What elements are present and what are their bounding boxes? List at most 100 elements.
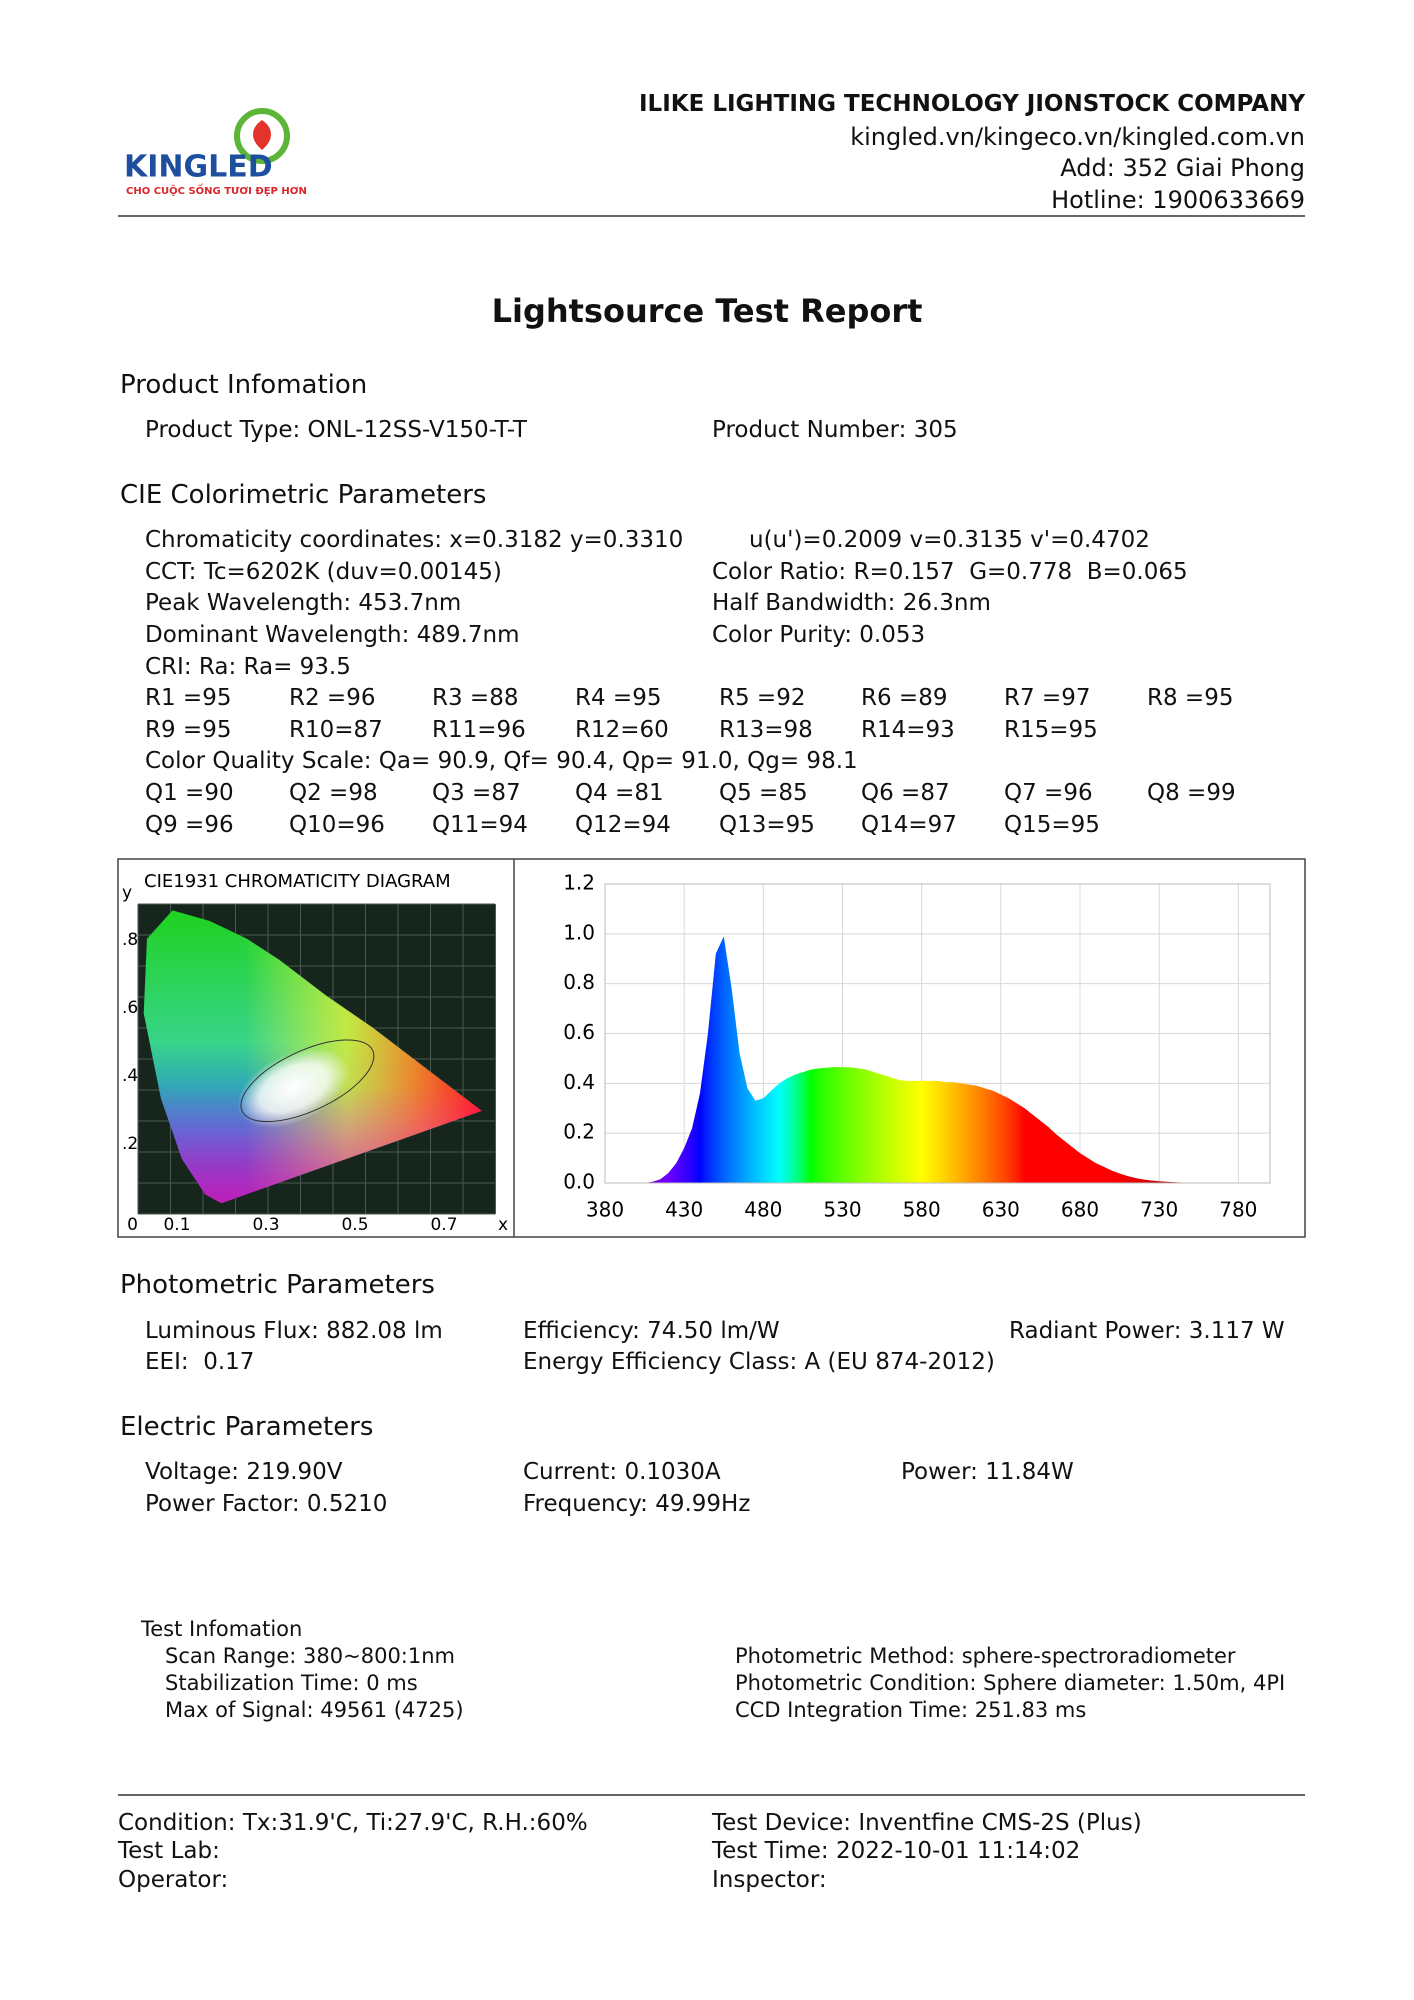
- index-value: Q9 =96: [145, 811, 234, 838]
- footer-field: Inspector:: [712, 1866, 827, 1893]
- index-value: Q14=97: [861, 811, 957, 838]
- field: Dominant Wavelength: 489.7nm: [145, 621, 520, 648]
- x-axis-label: x: [498, 1215, 508, 1235]
- index-value: Q4 =81: [575, 779, 664, 806]
- x-tick-label: 780: [1219, 1198, 1257, 1222]
- index-value: R3 =88: [432, 684, 519, 711]
- x-tick-label: 0.1: [163, 1215, 190, 1235]
- index-value: R12=60: [575, 716, 669, 743]
- field: Product Number: 305: [712, 416, 958, 443]
- white-region: [237, 1047, 350, 1128]
- index-value: R13=98: [719, 716, 813, 743]
- field: u(u')=0.2009 v=0.3135 v'=0.4702: [749, 526, 1150, 553]
- x-tick-label: 630: [982, 1198, 1020, 1222]
- field: Peak Wavelength: 453.7nm: [145, 589, 462, 616]
- logo-ring: [234, 108, 290, 164]
- y-tick-label: 0.0: [563, 1170, 595, 1194]
- field: Color Quality Scale: Qa= 90.9, Qf= 90.4,…: [145, 747, 858, 774]
- index-value: R1 =95: [145, 684, 232, 711]
- x-tick-label: 480: [744, 1198, 782, 1222]
- index-value: Q10=96: [289, 811, 385, 838]
- y-tick-label: 1.0: [563, 920, 595, 944]
- parameter: Power Factor: 0.5210: [145, 1490, 388, 1517]
- parameter: EEI: 0.17: [145, 1348, 255, 1375]
- x-tick-label: 730: [1140, 1198, 1178, 1222]
- y-tick-label: 0.6: [563, 1020, 595, 1044]
- field: Color Purity: 0.053: [712, 621, 926, 648]
- plot-border: [604, 883, 1271, 1184]
- y-tick-label: .4: [122, 1066, 138, 1086]
- chart-title: CIE1931 CHROMATICITY DIAGRAM: [144, 871, 451, 892]
- section-heading: Product Infomation: [120, 369, 368, 400]
- parameter: Power: 11.84W: [901, 1458, 1074, 1485]
- test-info: Photometric Method: sphere-spectroradiom…: [735, 1643, 1236, 1668]
- footer-field: Operator:: [118, 1866, 229, 1893]
- website: kingled.vn/kingeco.vn/kingled.com.vn: [850, 123, 1305, 151]
- index-value: Q6 =87: [861, 779, 950, 806]
- x-tick-label: 680: [1061, 1198, 1099, 1222]
- logo: KINGLED CHO CUỘC SỐNG TƯƠI ĐẸP HƠN: [124, 108, 307, 197]
- parameter: Frequency: 49.99Hz: [523, 1490, 751, 1517]
- index-value: Q5 =85: [719, 779, 808, 806]
- field: Product Type: ONL-12SS-V150-T-T: [145, 416, 527, 443]
- index-value: Q2 =98: [289, 779, 378, 806]
- footer-field: Condition: Tx:31.9'C, Ti:27.9'C, R.H.:60…: [118, 1809, 588, 1836]
- y-tick-label: 0.8: [563, 970, 595, 994]
- x-tick-label: 580: [903, 1198, 941, 1222]
- address: Add: 352 Giai Phong: [1060, 154, 1305, 182]
- parameter: Radiant Power: 3.117 W: [1009, 1317, 1285, 1344]
- index-value: Q3 =87: [432, 779, 521, 806]
- test-info: Photometric Condition: Sphere diameter: …: [735, 1670, 1286, 1695]
- parameter: Current: 0.1030A: [523, 1458, 721, 1485]
- planck-region: [240, 1039, 375, 1123]
- field: CRI: Ra: Ra= 93.5: [145, 653, 351, 680]
- index-value: Q1 =90: [145, 779, 234, 806]
- test-info: Max of Signal: 49561 (4725): [165, 1697, 464, 1722]
- parameter: Energy Efficiency Class: A (EU 874-2012): [523, 1348, 995, 1375]
- y-tick-label: 0.2: [563, 1120, 595, 1144]
- index-value: R8 =95: [1147, 684, 1234, 711]
- report-title: Lightsource Test Report: [491, 292, 923, 330]
- x-tick-label: 380: [586, 1198, 624, 1222]
- index-value: R14=93: [861, 716, 955, 743]
- section-heading: Photometric Parameters: [120, 1269, 435, 1300]
- index-value: R9 =95: [145, 716, 232, 743]
- footer-field: Test Lab:: [118, 1838, 220, 1865]
- y-tick-label: 1.2: [563, 871, 595, 895]
- x-tick-label: 0.7: [430, 1215, 457, 1235]
- field: Half Bandwidth: 26.3nm: [712, 589, 991, 616]
- section-heading: Electric Parameters: [120, 1411, 374, 1442]
- field: Chromaticity coordinates: x=0.3182 y=0.3…: [145, 526, 684, 553]
- y-tick-label: .2: [122, 1134, 138, 1154]
- x-tick-label: 0.5: [341, 1215, 368, 1235]
- cie-image: [137, 903, 496, 1215]
- index-value: R2 =96: [289, 684, 376, 711]
- index-value: R10=87: [289, 716, 383, 743]
- parameter: Efficiency: 74.50 lm/W: [523, 1317, 780, 1344]
- parameter: Luminous Flux: 882.08 lm: [145, 1317, 443, 1344]
- index-value: Q7 =96: [1004, 779, 1093, 806]
- index-value: Q13=95: [719, 811, 815, 838]
- x-tick-label: 530: [823, 1198, 861, 1222]
- logo-name: KINGLED: [124, 150, 273, 185]
- x-tick-label: 430: [665, 1198, 703, 1222]
- footer-field: Test Device: Inventfine CMS-2S (Plus): [712, 1809, 1142, 1836]
- index-value: Q15=95: [1004, 811, 1100, 838]
- hotline: Hotline: 1900633669: [1051, 186, 1305, 214]
- index-value: R15=95: [1004, 716, 1098, 743]
- field: Color Ratio: R=0.157 G=0.778 B=0.065: [712, 558, 1188, 585]
- index-value: R5 =92: [719, 684, 806, 711]
- x-tick-label: 0: [127, 1215, 138, 1235]
- index-value: R7 =97: [1004, 684, 1091, 711]
- test-info: Scan Range: 380~800:1nm: [165, 1643, 456, 1668]
- logo-tagline: CHO CUỘC SỐNG TƯƠI ĐẸP HƠN: [126, 182, 307, 197]
- company: ILIKE LIGHTING TECHNOLOGY JIONSTOCK COMP…: [639, 91, 1305, 117]
- y-tick-label: .8: [122, 930, 138, 950]
- x-tick-label: 0.3: [252, 1215, 279, 1235]
- test-info: Stabilization Time: 0 ms: [165, 1670, 418, 1695]
- section-heading: CIE Colorimetric Parameters: [120, 479, 487, 510]
- spectrum-area: [605, 936, 1270, 1183]
- index-value: Q11=94: [432, 811, 528, 838]
